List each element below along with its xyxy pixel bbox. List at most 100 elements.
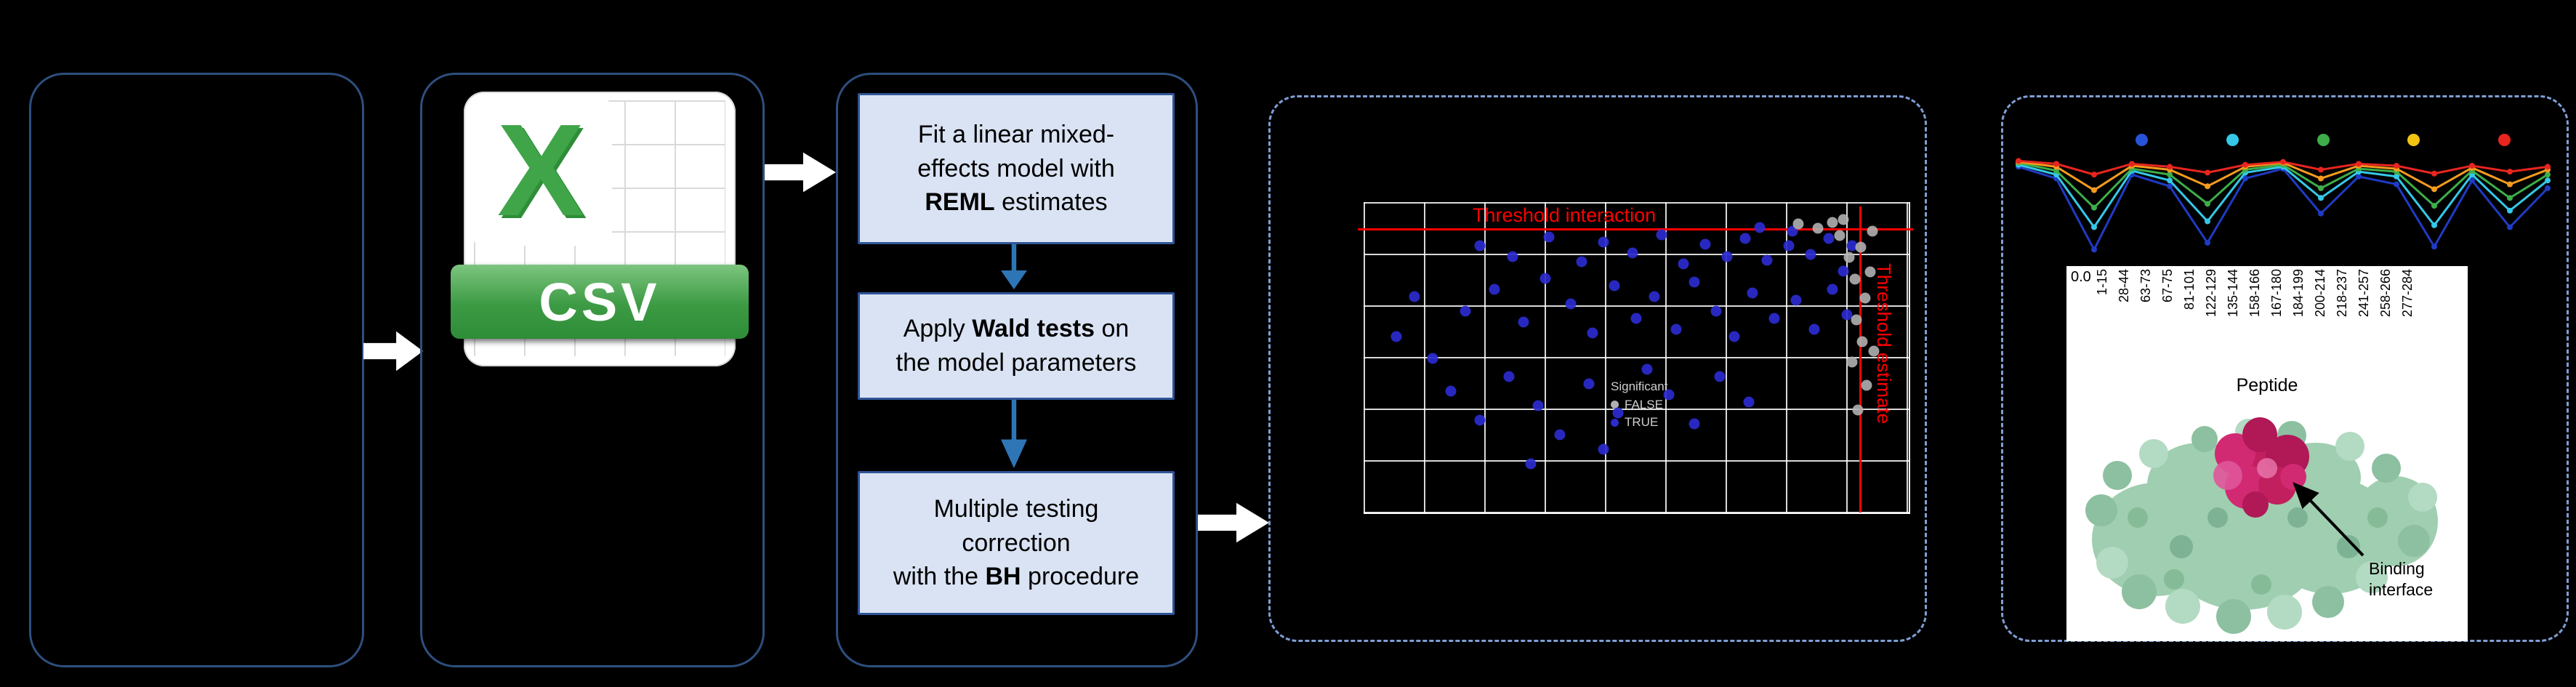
peptide-series-marker	[2507, 181, 2513, 188]
scatter-point	[1409, 291, 1420, 302]
scatter-point	[1554, 429, 1566, 441]
scatter-point	[1739, 233, 1751, 244]
flow-arrow-2	[763, 152, 836, 193]
legend-item: FALSE	[1611, 396, 1667, 414]
timepoint-dot	[2498, 134, 2511, 146]
peptide-series-marker	[2507, 195, 2513, 201]
scatter-point	[1612, 407, 1624, 419]
process-step3-line1: Multiple testing	[933, 494, 1099, 523]
scatter-point	[1852, 404, 1864, 416]
peptide-tick-label: 158-166	[2247, 269, 2262, 318]
legend-dot	[1611, 419, 1619, 427]
scatter-point	[1728, 331, 1740, 342]
scatter-point	[1689, 276, 1700, 288]
pipeline-box-model	[836, 73, 1198, 667]
legend-title: Significant	[1611, 379, 1668, 393]
peptide-series-marker	[2205, 183, 2210, 190]
peptide-series-marker	[2431, 186, 2437, 193]
scatter-point	[1846, 240, 1858, 252]
peptide-series-marker	[2431, 222, 2437, 228]
peptide-series-marker	[2129, 161, 2135, 167]
legend-label: TRUE	[1625, 415, 1659, 430]
scatter-point	[1864, 266, 1876, 278]
process-step-reml: Fit a linear mixed- effects model with R…	[858, 93, 1175, 244]
scatter-point	[1721, 251, 1733, 262]
scatter-point	[1460, 305, 1471, 317]
peptide-series-marker	[2091, 224, 2097, 230]
scatter-point	[1670, 324, 1682, 335]
scatter-point	[1627, 247, 1638, 259]
pipeline-box-input	[29, 73, 364, 667]
peptide-series-marker	[2091, 172, 2097, 178]
legend-item: TRUE	[1611, 414, 1667, 432]
peptide-tick-label: 122-129	[2203, 269, 2218, 318]
peptide-tick-label: 1-15	[2094, 269, 2109, 296]
peptide-tick-labels: 1-15 28-44 63-73 67-75 81-101 122-129 135-144 1…	[2091, 269, 2418, 371]
scatter-point	[1427, 353, 1438, 364]
scatter-point	[1805, 249, 1816, 260]
scatter-point	[1663, 389, 1675, 401]
scatter-point	[1714, 371, 1726, 382]
flow-arrow-1	[363, 331, 423, 371]
peptide-series-marker	[2091, 187, 2097, 193]
scatter-point	[1768, 313, 1780, 324]
peptide-series-marker	[2091, 204, 2097, 211]
peptide-series-marker	[2507, 224, 2513, 230]
peptide-tick-label: 63-73	[2138, 269, 2153, 303]
scatter-point	[1861, 379, 1872, 391]
peptide-tick-label: 184-199	[2290, 269, 2306, 318]
peptide-series-marker	[2545, 177, 2551, 184]
peptide-series-marker	[2205, 169, 2210, 176]
scatter-point	[1783, 240, 1795, 252]
scatter-point	[1855, 241, 1867, 253]
scatter-point	[1792, 218, 1804, 230]
scatter-point	[1838, 214, 1849, 225]
scatter-point	[1868, 345, 1880, 357]
peptide-series-marker	[2167, 172, 2173, 178]
peptide-series-marker	[2318, 175, 2324, 182]
peptide-tick-label: 81-101	[2181, 269, 2197, 310]
scatter-point	[1856, 336, 1868, 347]
protein-structure-image	[2085, 417, 2438, 634]
excel-x-letter: X	[496, 97, 585, 244]
pipeline-box-csv	[420, 73, 765, 667]
peptide-tick-label: 67-75	[2160, 269, 2175, 303]
process-step1-line1: Fit a linear mixed-	[917, 120, 1115, 148]
peptide-uptake-chart	[2016, 158, 2551, 253]
peptide-series-marker	[2318, 185, 2324, 191]
peptide-series-marker	[2394, 181, 2399, 188]
peptide-series-marker	[2356, 173, 2362, 180]
scatter-point	[1761, 254, 1773, 266]
peptide-series-marker	[2205, 218, 2210, 225]
csv-label: CSV	[539, 271, 661, 332]
peptide-series-marker	[2394, 163, 2399, 169]
scatter-point	[1699, 238, 1711, 250]
peptide-series-marker	[2507, 169, 2513, 175]
peptide-series-marker	[2091, 246, 2097, 253]
peptide-series-marker	[2167, 183, 2173, 190]
peptide-series-marker	[2394, 173, 2399, 180]
peptide-series-marker	[2167, 164, 2173, 170]
peptide-series-marker	[2318, 166, 2324, 173]
scatter-point	[1525, 458, 1537, 470]
process-step2-line2: the model parameters	[895, 349, 1137, 377]
significance-legend: Significant FALSE TRUE	[1611, 378, 1667, 432]
peptide-series-marker	[2545, 164, 2551, 170]
scatter-point	[1689, 418, 1700, 430]
peptide-series-marker	[2205, 239, 2210, 246]
scatter-point	[1823, 233, 1835, 244]
peptide-series-marker	[2507, 207, 2513, 214]
threshold-estimate-line	[1859, 206, 1861, 513]
legend-dot	[1611, 401, 1619, 409]
peptide-series-marker	[2205, 201, 2210, 207]
peptide-series-marker	[2431, 244, 2437, 250]
scatter-point	[1790, 294, 1802, 306]
peptide-axis-panel: 0.0 1-15 28-44 63-73 67-75 81-101 122-129 135-…	[2066, 266, 2468, 641]
binding-interface-caption: Binding interface	[2369, 559, 2434, 599]
scatter-point	[1474, 414, 1486, 426]
scatter-point	[1843, 252, 1855, 263]
threshold-interaction-label: Threshold interaction	[1473, 204, 1657, 226]
scatter-point	[1867, 225, 1878, 237]
csv-banner: CSV	[451, 265, 749, 339]
peptide-tick-label: 241-257	[2356, 269, 2371, 318]
